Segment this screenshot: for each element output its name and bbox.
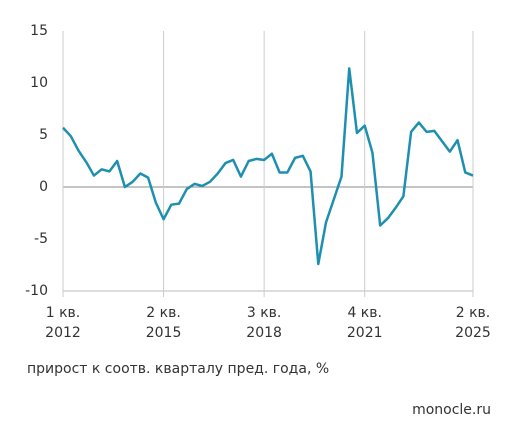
y-tick-label: -5	[34, 231, 48, 247]
y-tick-label: 0	[39, 179, 48, 195]
series-line	[62, 67, 474, 266]
caption: прирост к соотв. кварталу пред. года, %	[27, 361, 329, 377]
y-tick-label: 15	[30, 23, 48, 39]
y-tick-label: 10	[30, 75, 48, 91]
x-tick-label: 2 кв. 2025	[455, 305, 491, 341]
x-tick-label: 3 кв. 2018	[246, 305, 282, 341]
x-tick-label: 2 кв. 2015	[146, 305, 182, 341]
x-tick-label: 4 кв. 2021	[347, 305, 383, 341]
y-tick-label: 5	[39, 127, 48, 143]
source: monocle.ru	[412, 402, 491, 418]
y-tick-label: -10	[25, 283, 48, 299]
x-tick-label: 1 кв. 2012	[45, 305, 81, 341]
